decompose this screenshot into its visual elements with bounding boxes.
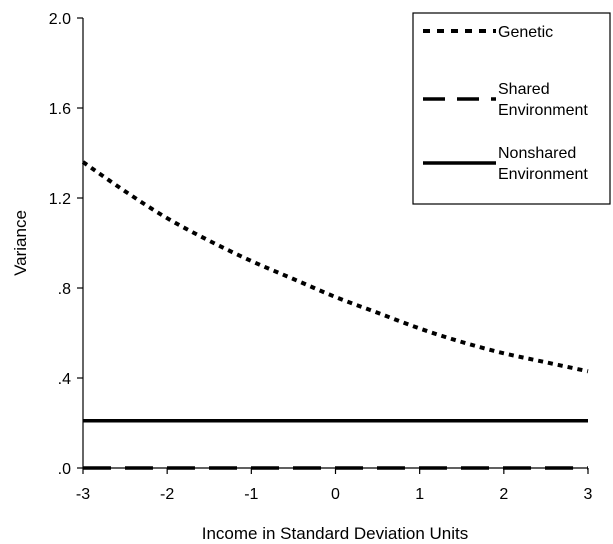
y-tick-label: 2.0 bbox=[49, 11, 71, 28]
y-tick-label: .8 bbox=[58, 281, 71, 298]
x-tick-label: -3 bbox=[76, 486, 90, 503]
y-tick-label: .4 bbox=[58, 371, 71, 388]
legend: Genetic Shared Environment Nonshared Environ… bbox=[412, 12, 611, 205]
x-tick-label: -1 bbox=[244, 486, 258, 503]
legend-label: Environment bbox=[498, 102, 588, 119]
x-ticks: -3 -2 -1 0 1 2 3 bbox=[76, 468, 593, 503]
y-ticks: .0 .4 .8 1.2 1.6 2.0 bbox=[49, 11, 83, 478]
legend-label: Nonshared bbox=[498, 145, 576, 162]
legend-label: Genetic bbox=[498, 24, 553, 41]
x-tick-label: -2 bbox=[160, 486, 174, 503]
plot-area bbox=[81, 160, 589, 470]
legend-label: Shared bbox=[498, 81, 550, 98]
x-tick-label: 1 bbox=[415, 486, 424, 503]
legend-label: Environment bbox=[498, 166, 588, 183]
x-tick-label: 0 bbox=[331, 486, 340, 503]
y-axis-title: Variance bbox=[11, 210, 30, 276]
y-tick-label: 1.2 bbox=[49, 191, 71, 208]
x-tick-label: 2 bbox=[499, 486, 508, 503]
y-tick-label: 1.6 bbox=[49, 101, 71, 118]
series-line-genetic bbox=[81, 160, 589, 374]
legend-box bbox=[412, 12, 611, 205]
x-tick-label: 3 bbox=[584, 486, 593, 503]
x-axis-title: Income in Standard Deviation Units bbox=[202, 524, 468, 543]
y-tick-label: .0 bbox=[58, 461, 71, 478]
